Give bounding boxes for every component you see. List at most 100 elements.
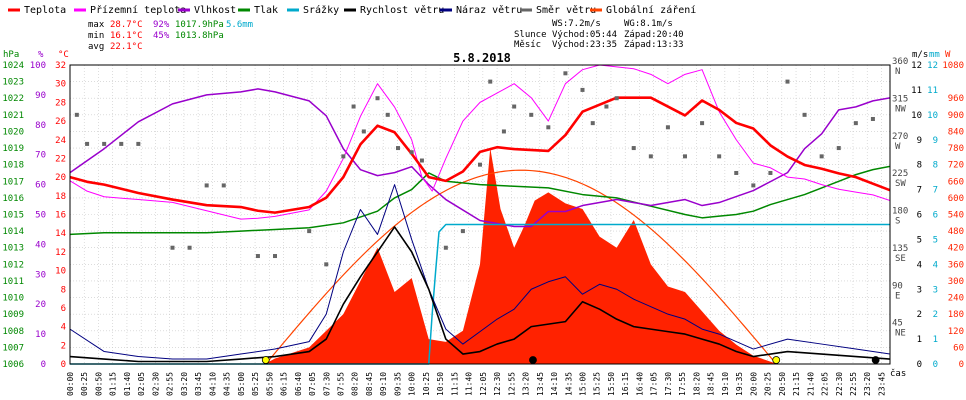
- wind-direction-point: [419, 158, 424, 163]
- x-tick-label: 00:00: [66, 372, 75, 396]
- tick-label-ms: 1: [917, 335, 922, 345]
- tick-label-temp: 8: [61, 285, 66, 295]
- stat-avg-temp: 22.1°C: [110, 42, 143, 52]
- tick-label-hpa: 1022: [2, 94, 24, 104]
- wind-direction-point: [361, 129, 366, 134]
- wind-direction-point: [478, 162, 482, 167]
- wind-direction-point: [74, 112, 79, 117]
- legend-label-vlhkost: Vlhkost: [194, 5, 236, 16]
- tick-label-pct: 60: [35, 181, 46, 191]
- series-teplota: [69, 96, 891, 214]
- series-layer: [69, 64, 891, 365]
- tick-label-hpa: 1017: [2, 177, 24, 187]
- unit-hpa: hPa: [3, 50, 19, 60]
- tick-label-ms: 9: [917, 136, 922, 146]
- tick-label-hpa: 1007: [2, 343, 24, 353]
- tick-label-temp: 30: [55, 80, 66, 90]
- tick-label-hpa: 1019: [2, 144, 24, 154]
- tick-label-w: 900: [948, 111, 964, 121]
- clear-sky-radiation-curve: [265, 169, 776, 365]
- tick-label-hpa: 1008: [2, 327, 24, 337]
- x-tick-label: 08:20: [351, 372, 360, 396]
- legend-naraz-vetru: Náraz větru: [440, 4, 522, 16]
- x-tick-label: 22:05: [821, 372, 830, 396]
- sun-moon-markers: [261, 356, 880, 364]
- x-tick-label: 06:15: [280, 372, 289, 396]
- tick-label-dir: 315: [892, 94, 908, 104]
- x-tick-label: 21:40: [806, 372, 815, 396]
- x-tick-label: 07:30: [322, 372, 331, 396]
- tick-label-pct: 50: [35, 211, 46, 221]
- xaxis-label: čas: [890, 368, 906, 379]
- wind-direction-point: [717, 154, 722, 159]
- tick-label-w: 960: [948, 94, 964, 104]
- x-tick-label: 13:45: [536, 372, 545, 396]
- tick-label-hpa: 1006: [2, 360, 24, 370]
- sunset: Západ:20:40: [624, 30, 684, 40]
- legend-label-srazky: Srážky: [303, 4, 339, 16]
- tick-label-mm: 8: [933, 161, 938, 171]
- x-tick-label: 03:20: [180, 372, 189, 396]
- tick-label-ms: 6: [917, 211, 922, 221]
- tick-label-w: 120: [948, 327, 964, 337]
- tick-label-mm: 12: [927, 61, 938, 71]
- tick-label-temp: 28: [55, 98, 66, 108]
- tick-label-temp: 10: [55, 267, 66, 277]
- wind-direction-point: [631, 146, 636, 151]
- wind-direction-point: [273, 254, 277, 259]
- plot-frame: [69, 64, 891, 365]
- unit-w: W: [945, 50, 951, 60]
- wind-direction-point: [409, 150, 414, 155]
- tick-label-dir: 225: [892, 169, 908, 179]
- stat-max-rain: 5.6mm: [226, 20, 253, 30]
- legend-label-rychlost-vetru: Rychlost větru: [360, 4, 444, 16]
- wind-direction-point: [324, 262, 329, 267]
- x-tick-label: 23:45: [877, 372, 886, 396]
- tick-label-temp: 12: [55, 248, 66, 258]
- x-tick-label: 10:50: [436, 372, 445, 396]
- tick-label-ms: 0: [917, 360, 922, 370]
- wind-direction-point: [751, 183, 756, 188]
- x-tick-label: 02:55: [166, 372, 175, 396]
- tick-label-temp: 0: [61, 360, 66, 370]
- wind-direction-layer: [74, 71, 875, 267]
- wind-direction-point: [734, 170, 739, 175]
- x-tick-label: 02:05: [137, 372, 146, 396]
- tick-label-w: 720: [948, 161, 964, 171]
- x-tick-labels: 00:00 00:25 00:50 01:15 01:40 02:05 02:30 02:55…: [66, 372, 886, 396]
- legend-teplota: Teplota: [8, 5, 66, 16]
- tick-label-dir: 135: [892, 244, 908, 254]
- stat-min-press: 1013.8hPa: [175, 31, 224, 41]
- tick-label-dir: 270: [892, 132, 908, 142]
- x-tick-label: 19:10: [721, 372, 730, 396]
- x-tick-label: 13:20: [522, 372, 531, 396]
- legend: Teplota Přízemní teplota Vlhkost Tlak Sr…: [8, 4, 696, 16]
- marker-vychod-slunce: [261, 356, 270, 364]
- tick-label-temp: 26: [55, 117, 66, 127]
- marker-zapad-mesice: [529, 356, 537, 364]
- tick-label-w: 480: [948, 227, 964, 237]
- wind-direction-point: [187, 245, 192, 250]
- x-tick-label: 08:45: [365, 372, 374, 396]
- tick-label-dir-name: NW: [895, 104, 906, 114]
- wind-direction-point: [590, 121, 595, 126]
- tick-label-pct: 20: [35, 300, 46, 310]
- tick-label-ms: 12: [911, 61, 922, 71]
- wind-direction-point: [102, 141, 107, 146]
- tick-label-pct: 40: [35, 240, 46, 250]
- series-vlhkost: [69, 88, 891, 228]
- tick-label-pct: 100: [30, 61, 46, 71]
- x-tick-label: 03:45: [194, 372, 203, 396]
- tick-label-temp: 24: [55, 136, 66, 146]
- unit-pct: %: [38, 50, 44, 60]
- series-globalni-zareni: [264, 148, 778, 364]
- tick-label-pct: 30: [35, 270, 46, 280]
- x-tick-label: 05:00: [237, 372, 246, 396]
- series-prizemni-teplota: [69, 64, 891, 220]
- wind-direction-point: [488, 79, 493, 84]
- x-tick-label: 19:35: [735, 372, 744, 396]
- tick-label-mm: 6: [933, 211, 938, 221]
- legend-label-prizemni-teplota: Přízemní teplota: [90, 4, 186, 16]
- x-tick-label: 11:15: [450, 372, 459, 396]
- tick-label-ms: 11: [911, 86, 922, 96]
